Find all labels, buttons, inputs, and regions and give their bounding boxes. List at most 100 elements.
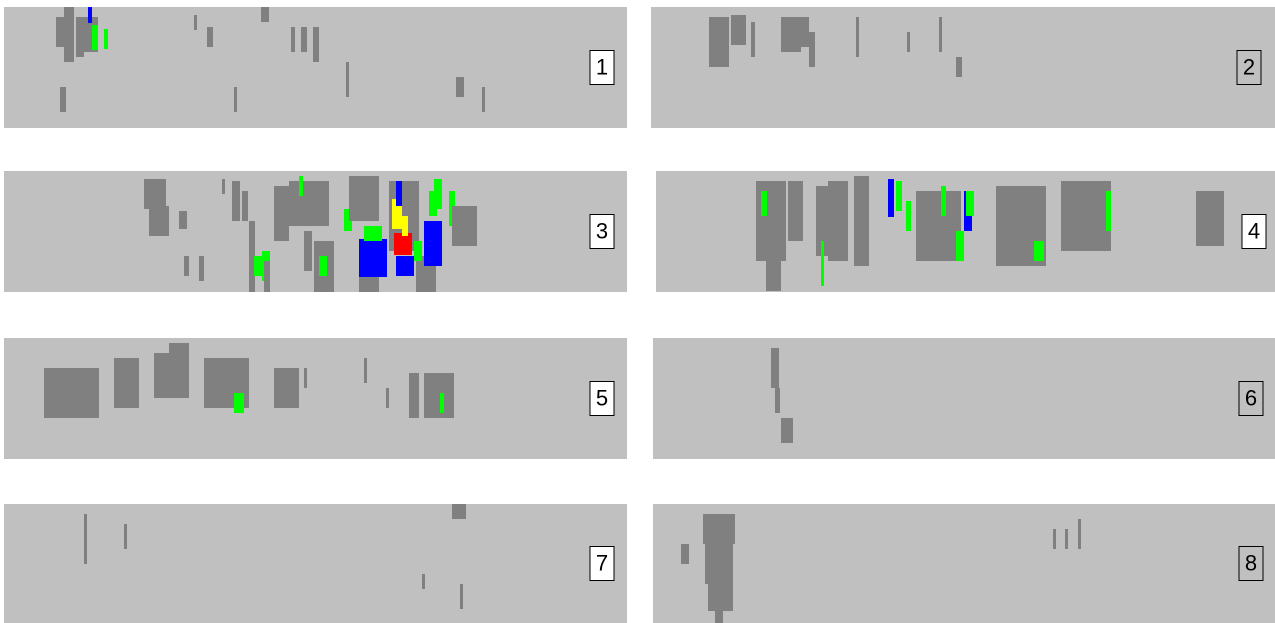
block [234,393,244,413]
panel: 1 [4,7,627,128]
block [291,27,295,52]
block [402,216,408,236]
block [249,221,255,292]
block [289,181,329,226]
block [313,27,319,62]
block [771,348,779,388]
block [274,368,299,408]
block [199,256,204,281]
panel-background [4,338,627,459]
label-box [1241,214,1267,249]
block [179,211,187,229]
block [781,418,793,443]
block [705,544,733,584]
block [349,176,379,221]
block [1034,241,1044,261]
block [88,7,92,23]
block [319,256,327,276]
block [907,32,910,52]
panel: 3 [4,171,627,292]
panel: 4 [656,171,1275,292]
block [482,87,485,112]
block [60,87,66,112]
panel-label: 6 [1245,385,1257,410]
panel: 5 [4,338,627,459]
block [396,181,402,206]
block [414,241,422,261]
panel: 8 [653,504,1275,623]
panel: 2 [651,7,1275,128]
block [424,373,454,418]
block [92,25,98,50]
block [184,256,189,276]
block [888,179,894,217]
label-box [1238,546,1264,581]
block [76,17,84,57]
panel-label: 8 [1245,550,1257,575]
block [703,514,735,544]
block [766,256,781,291]
block [751,22,755,57]
label-box [1236,50,1262,85]
block [434,179,442,209]
block [409,373,419,418]
block [788,181,803,241]
block [304,231,312,271]
block [346,62,349,97]
block [916,191,961,261]
block [261,7,269,22]
block [44,368,99,418]
block [344,209,352,231]
panel-label: 2 [1243,54,1255,79]
block [392,199,402,229]
block [114,358,139,408]
block [169,343,189,373]
block [64,7,74,62]
block [456,77,464,97]
block [896,181,902,211]
block [715,604,723,623]
panel-label: 1 [596,54,608,79]
block [304,368,307,388]
label-box [589,381,615,416]
block [274,186,289,241]
block [460,584,463,609]
block [854,176,869,266]
label-box [589,546,615,581]
block [429,191,437,216]
panel-background [653,504,1275,623]
block [709,17,729,67]
block [939,17,942,52]
block [1106,191,1111,231]
block [761,191,767,216]
block [956,231,964,261]
panel-background [653,338,1275,459]
panel-background [656,171,1275,292]
block [84,514,87,564]
block [364,358,367,383]
block [422,574,425,589]
block [104,29,108,49]
panel-label: 5 [596,385,608,410]
block [424,221,442,266]
block [222,179,225,194]
panel-label: 3 [596,218,608,243]
block [821,241,824,286]
block [941,186,946,216]
block [440,393,444,413]
block [264,261,270,292]
block [781,17,801,52]
block [359,239,387,277]
block [775,388,780,413]
block [681,544,689,564]
block [394,233,412,255]
block [232,181,240,221]
label-box [1238,381,1264,416]
block [56,17,64,47]
panel: 7 [4,504,627,623]
panel-label: 4 [1248,218,1260,243]
panel-background [4,504,627,623]
block [452,504,466,519]
block [194,15,197,30]
